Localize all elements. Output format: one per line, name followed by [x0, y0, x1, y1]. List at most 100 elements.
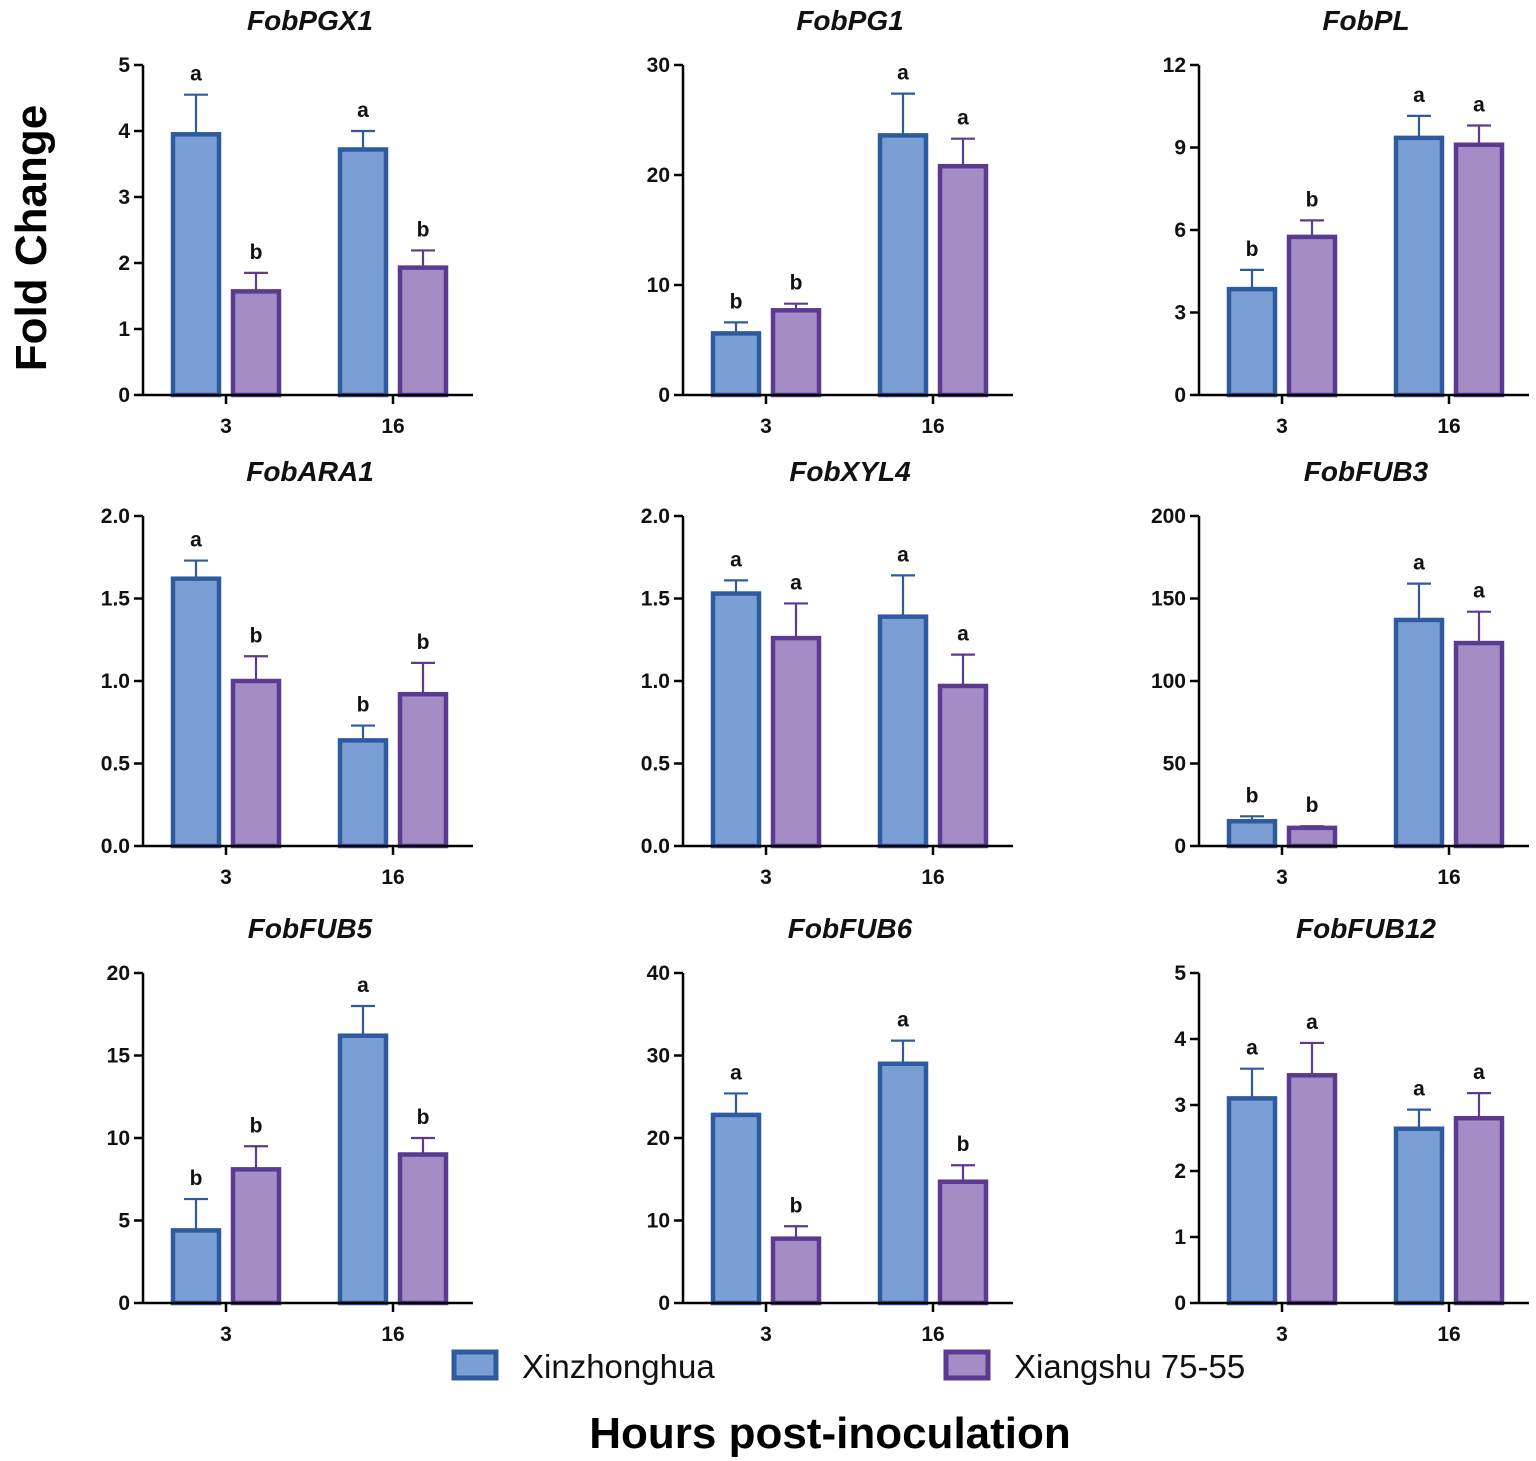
bar-xinzhonghua [1226, 1096, 1278, 1306]
y-tick-label: 0 [1174, 1292, 1186, 1315]
panel-fobara1: FobARA1 a b b b 0.0 0.5 1.0 1.5 2.0 3 16 [101, 456, 473, 889]
y-tick-label: 100 [1151, 670, 1186, 693]
y-tick-label: 2 [118, 252, 130, 275]
bar-xiangshu [1286, 1073, 1338, 1306]
y-tick-label: 1.5 [101, 588, 131, 611]
panel-title: FobPG1 [796, 5, 903, 36]
panel-title: FobPL [1322, 5, 1409, 36]
y-axis-label: Fold Change [7, 105, 56, 371]
y-tick-label: 0.5 [101, 753, 131, 776]
bar-xinzhonghua [337, 738, 389, 849]
significance-letter: b [790, 272, 803, 295]
bar-xiangshu [397, 1152, 449, 1306]
x-tick-label: 3 [760, 866, 772, 889]
bar-xinzhonghua [1226, 286, 1278, 398]
y-tick-label: 20 [647, 164, 670, 187]
significance-letter: a [357, 974, 369, 997]
significance-letter: a [1413, 84, 1425, 107]
x-tick-label: 3 [760, 415, 772, 438]
bar-xiangshu [397, 691, 449, 849]
y-tick-label: 1 [1174, 1226, 1186, 1249]
significance-letter: b [417, 1106, 430, 1129]
legend-label-xinzhonghua: Xinzhonghua [522, 1348, 715, 1385]
legend-swatch-xiangshu [943, 1349, 991, 1381]
bar-xinzhonghua [710, 1112, 762, 1306]
x-tick-label: 3 [220, 415, 232, 438]
panel-fobfub5: FobFUB5 b a b b 0 5 10 15 20 3 16 [107, 913, 473, 1346]
legend-swatch-xinzhonghua [451, 1349, 499, 1381]
x-tick-label: 3 [220, 1323, 232, 1346]
significance-letter: a [1246, 1037, 1258, 1060]
bar-xiangshu [1453, 640, 1505, 849]
y-tick-label: 1.0 [101, 670, 130, 693]
y-tick-label: 12 [1163, 54, 1186, 77]
bar-xiangshu [230, 678, 282, 849]
significance-letter: a [897, 1009, 909, 1032]
significance-letter: a [1473, 94, 1485, 117]
x-tick-label: 3 [1276, 866, 1288, 889]
bar-xinzhonghua [1393, 1126, 1445, 1306]
y-tick-label: 10 [647, 274, 670, 297]
significance-letter: b [1246, 238, 1259, 261]
x-tick-label: 3 [1276, 1323, 1288, 1346]
bar-xiangshu [937, 1179, 989, 1306]
x-tick-label: 16 [381, 415, 404, 438]
x-tick-label: 16 [1437, 415, 1460, 438]
significance-letter: a [1306, 1011, 1318, 1034]
y-tick-label: 0.0 [641, 835, 670, 858]
significance-letter: b [250, 1114, 263, 1137]
significance-letter: b [357, 694, 370, 717]
significance-letter: a [790, 571, 802, 594]
significance-letter: a [730, 1061, 742, 1084]
bar-xinzhonghua [1226, 819, 1278, 849]
panel-fobpl: FobPL b a b a 0 3 6 9 12 3 16 [1163, 5, 1529, 438]
significance-letter: a [897, 62, 909, 85]
x-tick-label: 3 [1276, 415, 1288, 438]
panel-title: FobFUB3 [1304, 456, 1429, 487]
y-tick-label: 2.0 [101, 505, 130, 528]
bar-xinzhonghua [710, 331, 762, 398]
significance-letter: b [957, 1133, 970, 1156]
bar-xinzhonghua [1393, 617, 1445, 849]
bar-xiangshu [770, 635, 822, 849]
bar-xinzhonghua [337, 147, 389, 398]
panel-title: FobXYL4 [789, 456, 911, 487]
significance-letter: a [190, 63, 202, 86]
y-tick-label: 1 [118, 318, 130, 341]
significance-letter: a [1413, 1078, 1425, 1101]
panel-title: FobFUB6 [788, 913, 913, 944]
significance-letter: b [250, 624, 263, 647]
y-tick-label: 15 [107, 1045, 131, 1068]
bar-xiangshu [230, 1167, 282, 1306]
bar-xinzhonghua [1393, 135, 1445, 398]
x-tick-label: 3 [220, 866, 232, 889]
panel-fobpg1: FobPG1 b a b a 0 10 20 30 3 16 [647, 5, 1013, 438]
y-tick-label: 30 [647, 54, 670, 77]
y-tick-label: 0 [658, 384, 670, 407]
significance-letter: b [1306, 188, 1319, 211]
significance-letter: a [357, 99, 369, 122]
y-tick-label: 0.0 [101, 835, 130, 858]
y-tick-label: 4 [1174, 1028, 1186, 1051]
bar-xiangshu [770, 1236, 822, 1306]
significance-letter: b [1306, 794, 1319, 817]
panel-fobxyl4: FobXYL4 a a a a 0.0 0.5 1.0 1.5 2.0 3 16 [641, 456, 1013, 889]
panel-title: FobFUB12 [1296, 913, 1436, 944]
bar-xiangshu [1286, 234, 1338, 398]
significance-letter: a [190, 529, 202, 552]
y-tick-label: 0 [1174, 835, 1186, 858]
bar-xinzhonghua [877, 133, 929, 398]
y-tick-label: 200 [1151, 505, 1186, 528]
significance-letter: b [790, 1194, 803, 1217]
x-tick-label: 16 [921, 1323, 944, 1346]
y-tick-label: 5 [118, 54, 130, 77]
bar-xiangshu [1286, 825, 1338, 849]
x-axis-label: Hours post-inoculation [589, 1409, 1071, 1458]
y-tick-label: 9 [1174, 137, 1186, 160]
y-tick-label: 20 [107, 962, 130, 985]
panel-title: FobFUB5 [248, 913, 373, 944]
significance-letter: b [190, 1167, 203, 1190]
x-tick-label: 16 [381, 866, 404, 889]
y-tick-label: 0.5 [641, 753, 671, 776]
